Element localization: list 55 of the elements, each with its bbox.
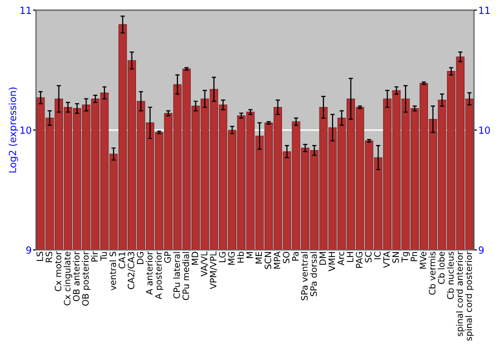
x-tick-label: CA1: [118, 252, 126, 268]
x-tick-label: RS: [46, 252, 52, 262]
x-tick-label: CPu lateral: [173, 252, 180, 298]
x-tick-label: GP: [164, 252, 171, 263]
x-tick-label: ventral S: [109, 252, 116, 290]
x-tick-label: Cb lobe: [438, 252, 445, 284]
x-tick-label: SO: [282, 252, 290, 264]
x-tick-label: Tg: [402, 252, 410, 262]
x-tick-label: VA/VL: [200, 251, 208, 276]
x-tick-label: IC: [374, 252, 381, 260]
x-tick-label: CA2/CA3: [128, 252, 136, 290]
x-tick-label: MG: [228, 252, 235, 265]
x-tick-label: LH: [346, 252, 354, 262]
x-tick-label: OB anterior: [72, 251, 80, 302]
x-tick-label: SN: [392, 252, 399, 263]
x-tick-label: Hb: [237, 252, 244, 263]
y2-tick-label: 10: [479, 126, 490, 134]
x-tick-label: DG: [136, 252, 144, 264]
x-tick-label: Tu: [100, 252, 107, 261]
x-tick-label: Cx cingulate: [64, 252, 72, 306]
x-tick-label: Pir: [91, 251, 98, 262]
x-tick-label: spinal cord anterior: [456, 251, 465, 336]
x-tick-label: OB posterior: [82, 251, 90, 306]
x-tick-label: SPa dorsal: [310, 252, 317, 296]
x-tick-label: PAG: [356, 252, 362, 268]
x-tick-label: VTA: [383, 251, 390, 268]
x-tick-label: VPM/VPL: [210, 251, 218, 290]
x-tick-label: A posterior: [154, 251, 164, 300]
y-axis-title: Log2 (expression): [8, 88, 18, 172]
x-tick-label: MPA: [274, 251, 280, 269]
x-tick-label: SCN: [264, 252, 272, 269]
x-tick-label: LG: [218, 252, 226, 262]
y2-tick-label: 9: [478, 246, 484, 254]
x-tick-label: Cb nucleus: [446, 252, 454, 300]
x-tick-label: MD: [192, 252, 198, 265]
y-tick-label: 9: [26, 246, 32, 254]
y-tick-label: 11: [20, 6, 31, 14]
x-tick-label: SC: [364, 252, 372, 262]
x-tick-label: CPu medial: [182, 252, 190, 300]
x-tick-label: M: [246, 252, 253, 258]
y2-tick-label: 11: [479, 6, 490, 14]
x-tick-label: SPa ventral: [300, 252, 308, 300]
x-tick-label: LS: [36, 252, 44, 261]
x-tick-label: DM: [319, 252, 326, 265]
x-tick-label: spinal cord posterior: [465, 251, 474, 341]
x-tick-label: Cx motor: [54, 251, 62, 292]
x-tick-label: VMH: [328, 252, 335, 272]
x-tick-label: Arc: [338, 252, 344, 266]
x-tick-label: Pa: [292, 252, 299, 261]
y-tick-label: 10: [20, 126, 32, 134]
x-tick-label: Pn: [410, 252, 418, 262]
x-tick-label: ME: [256, 252, 262, 264]
x-tick-label: MVe: [420, 252, 426, 269]
x-tick-label: A anterior: [146, 251, 153, 295]
x-tick-label: Cb vermis: [428, 252, 436, 295]
